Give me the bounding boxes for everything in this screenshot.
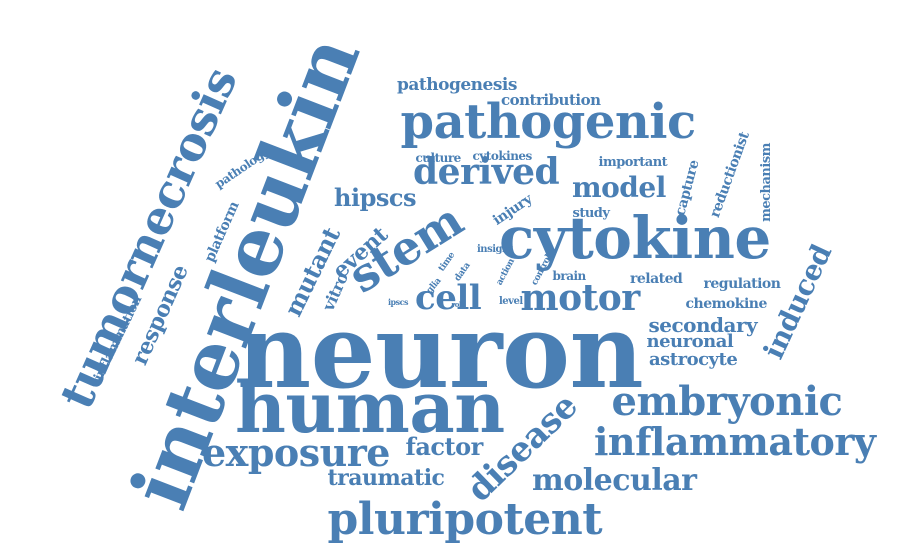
word-human: human xyxy=(235,366,505,449)
word-important: important xyxy=(598,154,668,170)
word-cell: cell xyxy=(415,278,482,318)
word-cytokine: cytokine xyxy=(499,204,771,272)
word-embryonic: embryonic xyxy=(611,378,843,425)
word-ipscs: ipscs xyxy=(388,297,409,307)
word-inflammatory: inflammatory xyxy=(594,419,876,464)
word-related: related xyxy=(630,271,683,287)
word-study: study xyxy=(572,205,610,221)
word-hipscs: hipscs xyxy=(334,183,416,212)
word-induced: induced xyxy=(756,239,839,364)
word-insight: insight xyxy=(477,244,513,255)
word-pathogenic: pathogenic xyxy=(400,94,697,150)
word-cytokines: cytokines xyxy=(472,149,533,163)
word-culture: culture xyxy=(415,151,462,165)
word-contribution: contribution xyxy=(501,90,601,109)
word-mechanism: mechanism xyxy=(758,142,774,222)
word-astrocyte: astrocyte xyxy=(649,349,738,370)
word-exposure: exposure xyxy=(202,430,390,475)
word-traumatic: traumatic xyxy=(327,465,445,491)
word-model: model xyxy=(572,171,666,204)
word-molecular: molecular xyxy=(532,463,697,498)
word-level: level xyxy=(499,296,523,307)
word-derived: derived xyxy=(413,151,560,193)
word-regulation: regulation xyxy=(703,276,781,292)
word-pathogenesis: pathogenesis xyxy=(397,74,517,95)
word-secondary: secondary xyxy=(648,313,758,337)
word-motor: motor xyxy=(520,277,641,319)
word-factor: factor xyxy=(405,432,484,461)
word-role: role xyxy=(451,299,466,309)
word-brain: brain xyxy=(552,269,587,283)
word-chemokine: chemokine xyxy=(685,296,768,312)
word-neuronal: neuronal xyxy=(646,331,734,352)
word-neuron: neuron xyxy=(237,292,644,412)
word-pluripotent: pluripotent xyxy=(327,494,603,545)
